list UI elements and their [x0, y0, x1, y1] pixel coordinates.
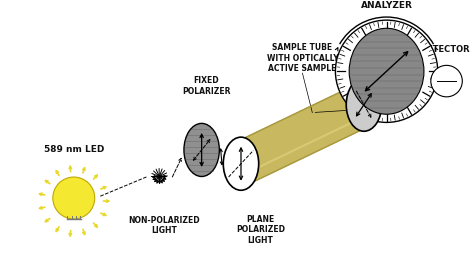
- Ellipse shape: [223, 137, 259, 190]
- Text: ANALYZER: ANALYZER: [361, 1, 412, 10]
- Text: NON-POLARIZED
LIGHT: NON-POLARIZED LIGHT: [128, 216, 200, 235]
- Ellipse shape: [184, 123, 219, 177]
- Text: FIXED
POLARIZER: FIXED POLARIZER: [182, 76, 231, 96]
- Polygon shape: [232, 85, 374, 183]
- Text: SAMPLE TUBE
WITH OPTICALLY
ACTIVE SAMPLE: SAMPLE TUBE WITH OPTICALLY ACTIVE SAMPLE: [266, 43, 338, 73]
- Circle shape: [431, 65, 462, 97]
- Ellipse shape: [349, 28, 424, 114]
- Text: 589 nm LED: 589 nm LED: [44, 146, 104, 155]
- Circle shape: [336, 20, 438, 122]
- Ellipse shape: [346, 78, 382, 131]
- Circle shape: [53, 177, 95, 219]
- Text: DETECTOR: DETECTOR: [420, 45, 469, 53]
- Text: PLANE
POLARIZED
LIGHT: PLANE POLARIZED LIGHT: [236, 215, 285, 245]
